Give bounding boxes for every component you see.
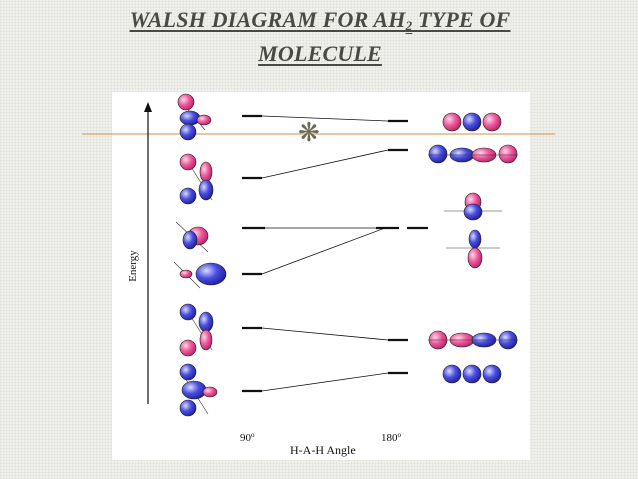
bent-orbital-6 (179, 363, 218, 417)
energy-axis-arrow-icon (144, 102, 152, 112)
linear-orbitals (428, 112, 518, 384)
bent-orbital-4 (173, 261, 227, 289)
linear-orbital-2 (428, 144, 518, 164)
correlation-line-6 (261, 372, 389, 392)
linear-orbital-3 (444, 192, 502, 221)
correlation-line-1 (261, 115, 389, 122)
bent-orbital-2 (179, 153, 214, 205)
bent-orbitals (173, 93, 227, 417)
correlation-line-5 (261, 327, 389, 341)
title-line-1: WALSH DIAGRAM FOR AH2 TYPE OF (40, 6, 600, 40)
angle-180-label: 180o (381, 431, 402, 444)
bent-orbital-1 (177, 93, 212, 141)
title-subscript: 2 (405, 18, 413, 33)
energy-axis-label: Energy (127, 250, 139, 282)
title-line-2: MOLECULE (258, 41, 382, 66)
bent-orbital-5 (179, 303, 214, 357)
slide-title: WALSH DIAGRAM FOR AH2 TYPE OF MOLECULE (40, 6, 600, 68)
correlation-line-2 (261, 149, 389, 179)
diagram-panel (112, 92, 530, 460)
angle-axis-label: H-A-H Angle (290, 443, 356, 457)
linear-orbital-1 (442, 112, 502, 132)
correlation-line-4 (261, 227, 386, 275)
bent-orbital-3 (175, 221, 209, 253)
linear-orbital-6 (442, 364, 502, 384)
title-text-part-1: WALSH DIAGRAM FOR AH (129, 7, 406, 32)
bullet-icon: ❋ (298, 118, 320, 148)
angle-90-label: 90o (240, 431, 255, 444)
linear-orbital-5 (428, 330, 518, 350)
correlation-lines (242, 114, 428, 393)
title-text-part-2: TYPE OF (412, 7, 511, 32)
linear-orbital-4 (446, 229, 500, 269)
